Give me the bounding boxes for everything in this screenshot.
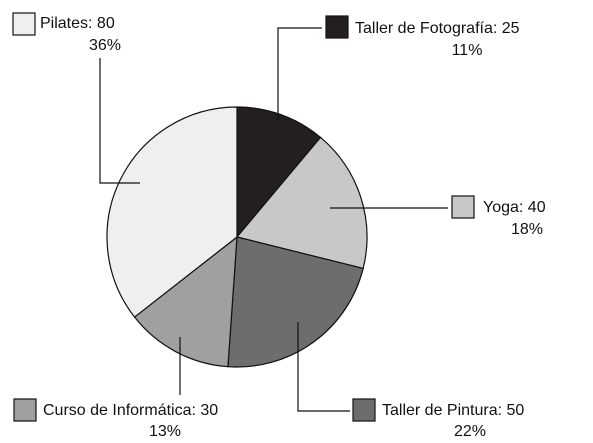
legend-swatch <box>451 195 475 219</box>
pie-slice <box>133 235 238 368</box>
slice-label: Pilates: 80 <box>40 15 115 32</box>
pie-slice <box>106 106 238 318</box>
slice-label: Curso de Informática: 30 <box>43 402 218 419</box>
slice-label: Taller de Pintura: 50 <box>382 402 524 419</box>
leader-line <box>99 58 140 184</box>
pie-slice <box>235 136 368 270</box>
legend-swatch <box>325 15 349 39</box>
slice-label: Yoga: 40 <box>483 199 546 216</box>
percent-label: 11% <box>452 42 483 59</box>
percent-label: 13% <box>149 423 181 440</box>
percent-label: 22% <box>454 423 486 440</box>
leader-line <box>297 322 350 412</box>
percent-label: 18% <box>511 221 543 238</box>
legend-swatch <box>12 12 36 36</box>
percent-label: 36% <box>89 37 121 54</box>
legend-swatch <box>13 398 37 422</box>
pie-slice <box>227 236 364 368</box>
legend-swatch <box>352 398 376 422</box>
leader-line <box>277 27 322 122</box>
slice-label: Taller de Fotografía: 25 <box>355 20 520 37</box>
pie-slice <box>236 106 322 239</box>
